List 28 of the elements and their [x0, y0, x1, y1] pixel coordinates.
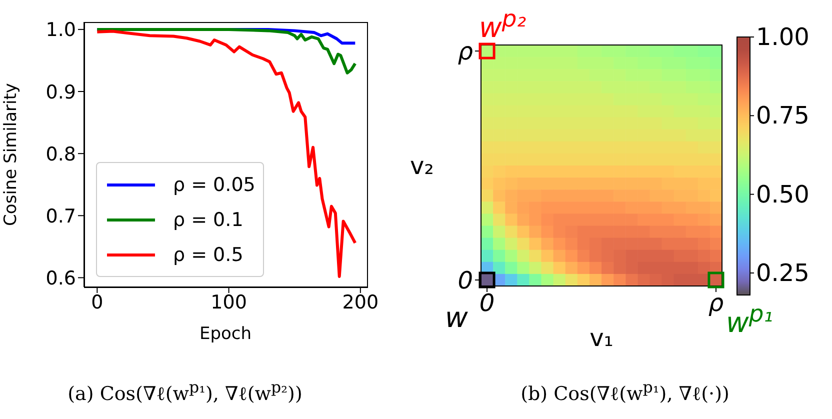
color-bar-label: 1.00 — [756, 23, 810, 51]
x-tick-label: 100 — [210, 291, 247, 314]
y-tick-label: 0.8 — [46, 143, 76, 166]
legend-label: ρ = 0.5 — [173, 244, 244, 266]
line-series — [96, 30, 357, 278]
x-tick-label: 0 — [479, 289, 495, 318]
y-axis-title: v₂ — [410, 152, 434, 180]
y-tick-label: 0.9 — [46, 81, 76, 104]
x-tick-label: 200 — [342, 291, 379, 314]
x-tick-label: 0 — [91, 291, 104, 314]
x-axis-title: v₁ — [590, 324, 614, 352]
y-tick-label: 0.6 — [46, 267, 76, 290]
y-tick-label: 1.0 — [46, 19, 76, 42]
text: (a) Cos(∇ℓ(w$^{p₁}$), ∇ℓ(w$^{p₂}$)) — [68, 378, 302, 406]
y-tick-label: 0.7 — [46, 205, 76, 228]
annotation: w — [445, 300, 468, 334]
legend-label: ρ = 0.1 — [173, 208, 244, 230]
y-axis-title: Cosine Similarity — [1, 83, 22, 226]
color-bar-label: 0.75 — [756, 102, 810, 130]
color-bar-label: 0.50 — [756, 180, 810, 208]
text: (b) Cos(∇ℓ(w$^{p₁}$), ∇ℓ(·)) — [520, 378, 730, 406]
x-tick-label: ρ — [708, 289, 724, 318]
line-series — [96, 28, 357, 74]
legend-label: ρ = 0.05 — [173, 174, 256, 196]
annotation: w$^{p₂}$ — [479, 5, 526, 44]
x-axis-title: Epoch — [199, 324, 252, 344]
annotation: w$^{p₁}$ — [726, 300, 774, 340]
color-bar-label: 0.25 — [756, 258, 810, 287]
